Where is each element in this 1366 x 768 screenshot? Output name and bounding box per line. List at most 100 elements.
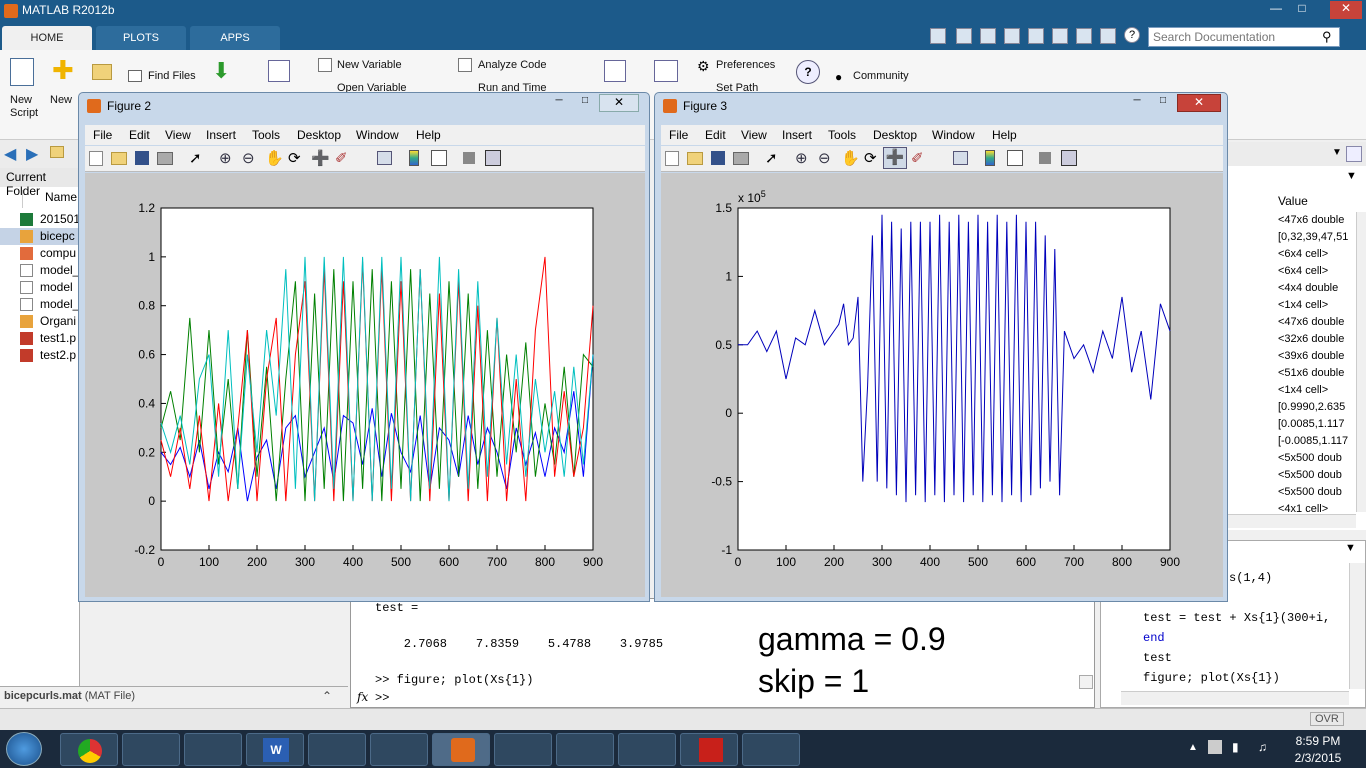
import-data-icon[interactable]: ⬇ — [212, 58, 231, 83]
new-script-button[interactable]: New Script — [10, 94, 39, 119]
maximize-icon[interactable]: □ — [1298, 1, 1306, 15]
matlab-taskbar-icon[interactable] — [432, 733, 490, 766]
link-plot-icon[interactable] — [377, 151, 392, 165]
chrome-taskbar-icon[interactable] — [60, 733, 118, 766]
menu-window[interactable]: Window — [932, 128, 975, 142]
app-taskbar-icon[interactable] — [308, 733, 366, 766]
copy-icon[interactable] — [1004, 28, 1020, 44]
search-icon[interactable] — [1346, 146, 1362, 162]
new-script-icon[interactable] — [10, 58, 34, 86]
chevron-down-icon[interactable]: ▼ — [1332, 147, 1342, 158]
hide-plot-tools-icon[interactable] — [463, 152, 475, 164]
save-icon[interactable] — [711, 151, 725, 165]
file-item[interactable]: model — [40, 280, 73, 294]
menu-insert[interactable]: Insert — [782, 128, 813, 142]
workspace-value[interactable]: <5x500 doub — [1278, 452, 1342, 464]
close-icon[interactable]: ✕ — [1177, 94, 1221, 112]
search-documentation-input[interactable]: Search Documentation — [1148, 27, 1340, 47]
brush-icon[interactable]: ✐ — [335, 150, 348, 167]
menu-edit[interactable]: Edit — [705, 128, 726, 142]
menu-window[interactable]: Window — [356, 128, 399, 142]
workspace-value[interactable]: <1x4 cell> — [1278, 384, 1329, 396]
pdf-taskbar-icon[interactable] — [680, 733, 738, 766]
run-and-time-button[interactable]: Run and Time — [478, 82, 547, 94]
workspace-value[interactable]: [0,32,39,47,51 — [1278, 231, 1349, 243]
new-variable-button[interactable]: New Variable — [337, 59, 402, 71]
show-plot-tools-icon[interactable] — [485, 150, 501, 166]
new-figure-icon[interactable] — [89, 151, 103, 166]
app-taskbar-icon[interactable] — [556, 733, 614, 766]
menu-insert[interactable]: Insert — [206, 128, 237, 142]
history-line[interactable]: figure; plot(Xs{1}) — [1143, 671, 1280, 685]
fx-icon[interactable]: fx — [357, 690, 369, 704]
workspace-value[interactable]: <47x6 double — [1278, 316, 1345, 328]
word-taskbar-icon[interactable]: W — [246, 733, 304, 766]
file-item[interactable]: model_ — [40, 263, 80, 277]
legend-icon[interactable] — [431, 150, 447, 166]
network-icon[interactable]: ▮ — [1232, 740, 1239, 754]
workspace-value[interactable]: <32x6 double — [1278, 333, 1345, 345]
panel-menu-icon[interactable]: ▼ — [1346, 170, 1357, 182]
clock-time[interactable]: 8:59 PM — [1295, 734, 1341, 748]
new-figure-icon[interactable] — [665, 151, 679, 166]
find-files-icon[interactable] — [128, 70, 142, 82]
community-icon[interactable]: ● — [835, 70, 843, 84]
minimize-icon[interactable]: ─ — [555, 95, 563, 106]
close-icon[interactable]: ✕ — [599, 94, 639, 112]
workspace-value[interactable]: <5x500 doub — [1278, 469, 1342, 481]
pan-icon[interactable]: ✋ — [841, 150, 860, 167]
menu-tools[interactable]: Tools — [828, 128, 857, 142]
open-icon[interactable] — [111, 152, 127, 165]
maximize-icon[interactable]: □ — [581, 95, 589, 106]
file-item[interactable]: compu — [40, 246, 77, 260]
horizontal-scrollbar[interactable] — [1228, 514, 1356, 528]
workspace-value[interactable]: [0.0085,1.117 — [1278, 418, 1345, 430]
save-workspace-icon[interactable] — [268, 60, 290, 82]
print-icon[interactable] — [733, 152, 749, 165]
menu-tools[interactable]: Tools — [252, 128, 281, 142]
zoom-out-icon[interactable]: ⊖ — [242, 150, 255, 167]
figure-3-window[interactable]: Figure 3 ─ □ ✕ File Edit View Insert Too… — [654, 92, 1228, 602]
open-folder-icon[interactable] — [92, 64, 112, 80]
simulink-icon[interactable] — [604, 60, 626, 82]
command-prompt[interactable]: >> — [375, 691, 390, 705]
show-plot-tools-icon[interactable] — [1061, 150, 1077, 166]
file-item[interactable]: Organi — [40, 314, 77, 328]
volume-icon[interactable]: ♫ — [1258, 740, 1267, 754]
switch-windows-icon[interactable] — [1100, 28, 1116, 44]
layout-icon[interactable] — [654, 60, 678, 82]
name-column-header[interactable]: Name — [22, 190, 80, 208]
menu-help[interactable]: Help — [416, 128, 441, 142]
preferences-button[interactable]: Preferences — [716, 59, 776, 71]
menu-desktop[interactable]: Desktop — [873, 128, 918, 142]
eclipse-taskbar-icon[interactable] — [370, 733, 428, 766]
clock-date[interactable]: 2/3/2015 — [1294, 751, 1342, 765]
figure-3-plot[interactable]: 0 100 200 300 400 500 600 700 800 900 -1 -0.5 0 0.5 1 1… — [661, 173, 1223, 597]
cut-icon[interactable] — [980, 28, 996, 44]
chevron-up-icon[interactable]: ⌃ — [322, 689, 333, 703]
history-line[interactable]: s(1,4) — [1229, 571, 1273, 585]
save-icon[interactable] — [956, 28, 972, 44]
pointer-icon[interactable]: ➚ — [765, 150, 778, 167]
rotate-icon[interactable]: ⟳ — [288, 150, 301, 167]
up-folder-icon[interactable] — [50, 146, 64, 158]
file-item[interactable]: model_ — [40, 297, 80, 311]
history-line[interactable]: end — [1143, 631, 1165, 645]
pan-icon[interactable]: ✋ — [265, 150, 284, 167]
file-item[interactable]: bicepc — [40, 229, 75, 243]
hide-plot-tools-icon[interactable] — [1039, 152, 1051, 164]
search-icon[interactable]: ⚲ — [1322, 29, 1332, 44]
pointer-icon[interactable]: ➚ — [189, 150, 202, 167]
open-icon[interactable] — [687, 152, 703, 165]
workspace-value[interactable]: [-0.0085,1.117 — [1278, 435, 1349, 447]
workspace-value[interactable]: [0.9990,2.635 — [1278, 401, 1346, 413]
menu-desktop[interactable]: Desktop — [297, 128, 342, 142]
history-line[interactable]: test = test + Xs{1}(300+i, — [1143, 611, 1331, 625]
zoom-out-icon[interactable]: ⊖ — [818, 150, 831, 167]
colorbar-icon[interactable] — [409, 150, 419, 166]
figure-2-window[interactable]: Figure 2 ─ □ ✕ File Edit View Insert Too… — [78, 92, 650, 602]
open-variable-button[interactable]: Open Variable — [337, 82, 407, 94]
start-button-icon[interactable] — [6, 732, 42, 766]
save-icon[interactable] — [135, 151, 149, 165]
menu-help[interactable]: Help — [992, 128, 1017, 142]
